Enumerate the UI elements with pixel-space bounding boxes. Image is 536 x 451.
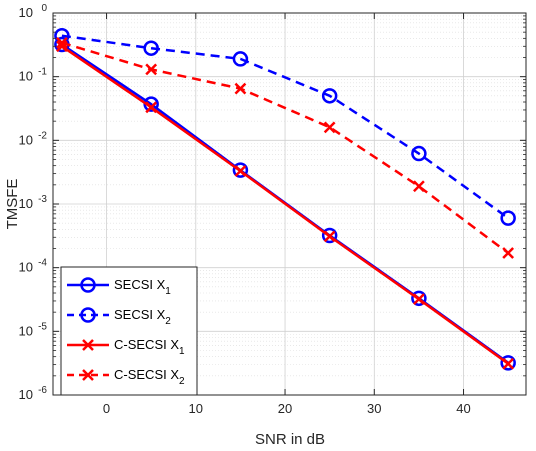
legend-label: C-SECSI X2 [114,367,185,387]
legend-entry: C-SECSI X1 [67,337,185,357]
x-marker-stroke [234,82,247,95]
y-tick-label: 10 -4 [19,258,48,275]
x-tick-label: 20 [278,401,292,416]
series-ff0000-solid [56,40,515,370]
legend-entry: SECSI X2 [67,307,171,327]
x-marker-stroke [323,121,336,134]
circle-marker [232,162,249,178]
x-tick-label: 0 [103,401,110,416]
y-tick-label: 10 -6 [19,385,48,402]
x-marker-stroke [82,369,94,381]
x-marker [145,101,158,114]
x-marker-stroke [413,180,425,193]
legend-label: SECSI X1 [114,277,171,297]
circle-marker [500,355,516,371]
x-marker [82,369,94,381]
x-marker [323,121,336,134]
x-tick-label: 30 [367,401,381,416]
x-marker [145,63,158,76]
y-tick-label: 10 -2 [19,130,48,147]
x-marker-stroke [145,101,158,114]
legend-entry: SECSI X1 [67,277,171,297]
legend: SECSI X1 SECSI X2 C-SECSI X1 C-SECSI X2 [60,266,198,396]
y-axis-label: TMSFE [4,179,21,230]
circle-marker [232,51,249,67]
series-ff0000-dashed [56,36,515,259]
circle-marker [500,210,516,226]
x-marker-stroke [56,36,68,49]
circle-marker [411,290,427,307]
x-marker-stroke [323,230,336,243]
y-tick-label: 10 -5 [19,321,48,338]
series-line [61,34,509,220]
x-tick-label: 10 [189,401,203,416]
y-tick-label: 10 -1 [19,67,48,84]
x-marker-stroke [502,247,515,259]
legend-label: C-SECSI X1 [114,337,185,357]
x-marker [234,82,247,95]
x-axis-label: SNR in dB [255,431,325,448]
circle-marker [143,40,159,56]
x-marker-stroke [82,339,94,351]
x-marker-stroke [502,357,515,370]
ticks: 10-6 10-5 10-4 10-3 10-2 10-1 10 0 0 10 20 30 40 [19,3,526,416]
circle-marker [80,307,96,323]
x-marker [413,180,425,193]
x-marker [82,339,94,351]
legend-entry: C-SECSI X2 [67,367,185,387]
circle-marker [411,145,427,162]
x-marker-stroke [234,165,247,177]
series-line [61,41,509,255]
x-marker [323,230,336,243]
x-marker [413,293,425,306]
x-marker-stroke [413,293,425,306]
series-0000ff-dashed [54,27,516,226]
x-marker-stroke [145,63,158,76]
circle-marker [321,88,338,104]
series-layer [54,27,516,371]
legend-label: SECSI X2 [114,307,171,327]
x-tick-label: 40 [456,401,470,416]
series-line [61,45,509,365]
circle-marker [80,277,96,293]
y-tick-label: 10 0 [19,3,48,20]
x-marker [502,247,515,259]
x-marker [56,36,68,49]
x-marker [502,357,515,370]
x-marker [234,165,247,177]
circle-marker [321,227,338,244]
y-tick-label: 10 -3 [19,194,48,211]
